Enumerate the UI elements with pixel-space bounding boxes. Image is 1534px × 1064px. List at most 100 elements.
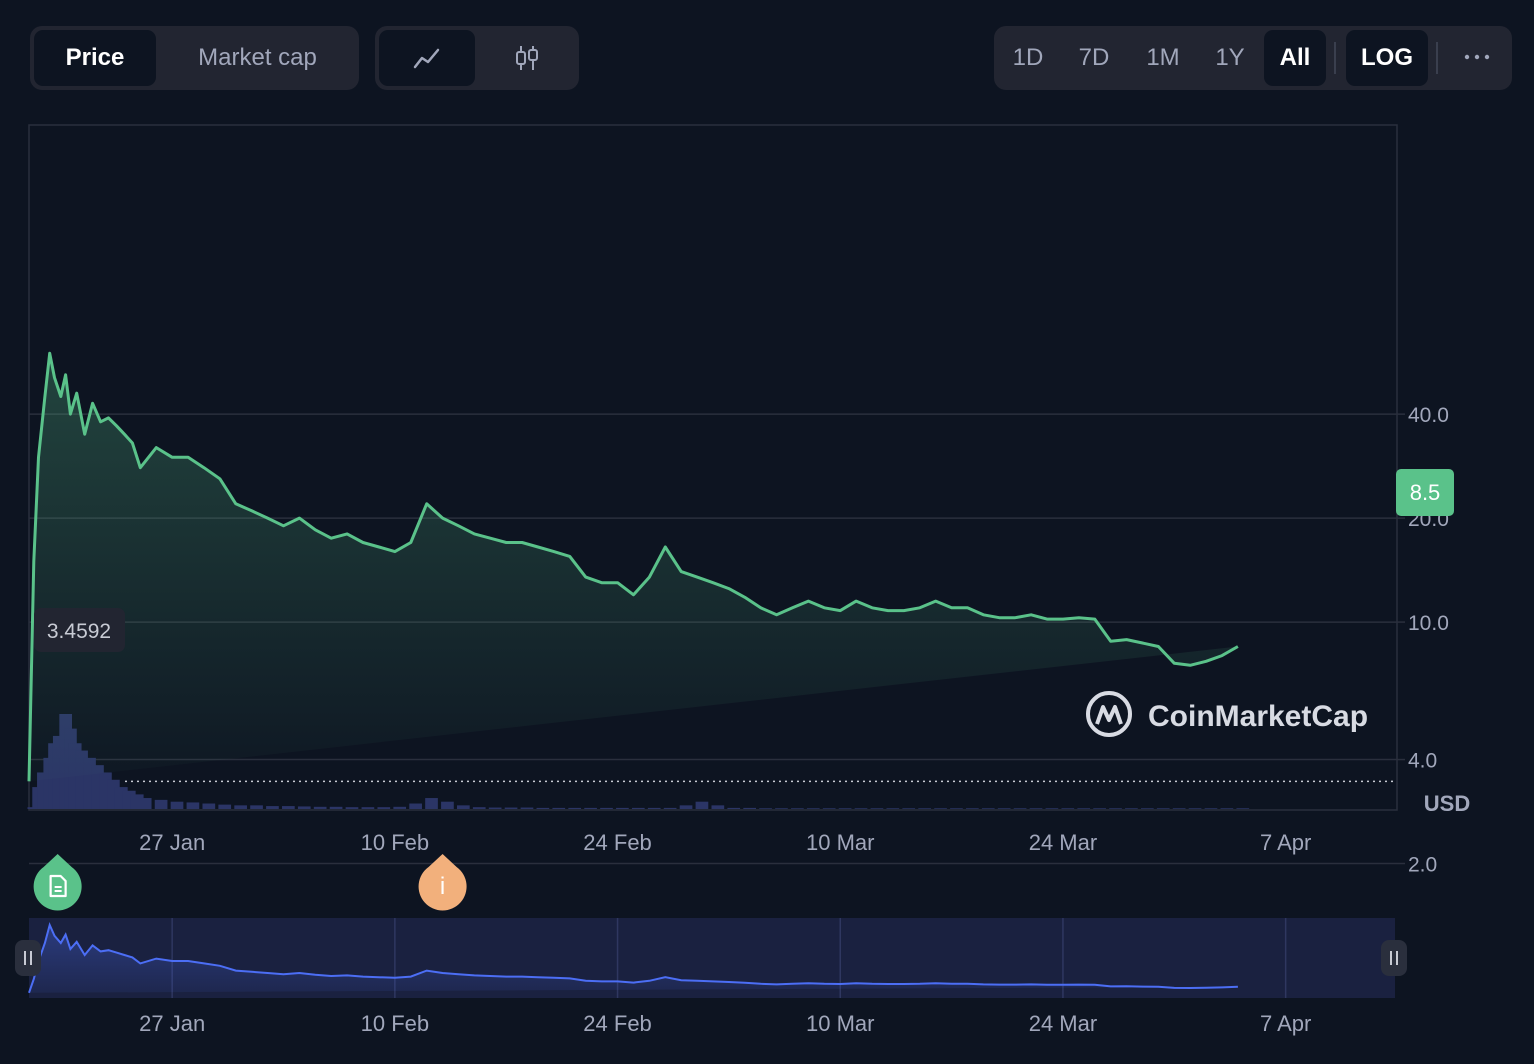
volume-bar [552, 807, 566, 809]
x-tick-label: 7 Apr [1260, 830, 1311, 855]
volume-bar [138, 798, 152, 809]
event-marker-document[interactable] [33, 854, 82, 911]
volume-bar [393, 806, 407, 809]
watermark-text: CoinMarketCap [1148, 700, 1368, 733]
range-1y-button[interactable]: 1Y [1215, 44, 1245, 71]
more-options-button[interactable] [1446, 30, 1508, 86]
volume-bar [1061, 808, 1075, 809]
volume-bar [647, 807, 661, 809]
line-chart-button[interactable] [379, 30, 475, 86]
navigator-x-tick-label: 10 Mar [806, 1011, 874, 1036]
volume-bar [186, 802, 200, 809]
range-1d-button[interactable]: 1D [1012, 44, 1044, 71]
volume-bar [663, 807, 677, 809]
volume-bar [425, 798, 438, 809]
x-axis-ticks: 27 Jan 10 Feb 24 Feb 10 Mar 24 Mar 7 Apr [139, 830, 1311, 855]
volume-bar [488, 807, 502, 809]
plot-frame [28, 124, 1398, 811]
info-icon: i [440, 873, 445, 900]
range-all-button[interactable]: All [1264, 30, 1326, 86]
volume-bar [472, 807, 486, 809]
x-tick-label: 10 Mar [806, 830, 874, 855]
volume-bar [250, 805, 263, 809]
navigator-x-ticks: 27 Jan 10 Feb 24 Feb 10 Mar 24 Mar 7 Apr [139, 1011, 1311, 1036]
line-chart-icon [413, 48, 440, 69]
x-tick-label: 24 Feb [583, 830, 652, 855]
volume-bar [1204, 808, 1218, 809]
volume-bar [870, 808, 884, 809]
volume-bar [297, 806, 311, 809]
volume-bar [727, 807, 741, 809]
navigator-left-handle[interactable] [15, 940, 41, 976]
volume-bar [600, 807, 613, 809]
y-tick-label: 10.0 [1408, 612, 1449, 635]
volume-bar [456, 805, 470, 809]
volume-bar [218, 804, 232, 809]
volume-bar [361, 807, 375, 809]
x-tick-label: 24 Mar [1029, 830, 1097, 855]
y-axis-ticks: 2.04.010.020.040.0 [1408, 404, 1449, 876]
volume-bar [838, 808, 852, 809]
x-tick-label: 10 Feb [361, 830, 430, 855]
tab-market-cap[interactable]: Market cap [198, 44, 317, 71]
volume-bar [902, 808, 916, 809]
volume-bar [154, 799, 168, 809]
volume-bar [1045, 808, 1059, 809]
log-scale-button[interactable]: LOG [1346, 30, 1428, 86]
document-icon [49, 874, 67, 898]
volume-bar [997, 808, 1011, 809]
y-tick-label: 4.0 [1408, 750, 1437, 773]
range-1m-button[interactable]: 1M [1146, 44, 1180, 71]
volume-bar [1236, 808, 1250, 809]
volume-bar [1220, 808, 1234, 809]
volume-bar [568, 807, 582, 809]
volume-bar [266, 806, 279, 809]
toolbar-separator [1436, 42, 1438, 74]
volume-bar [1188, 808, 1202, 809]
volume-bar [1093, 808, 1106, 809]
event-marker-info[interactable]: i [418, 854, 467, 911]
navigator-x-tick-label: 24 Mar [1029, 1011, 1097, 1036]
volume-bar [1013, 808, 1027, 809]
volume-bar [377, 807, 391, 809]
range-toolbar: 1D 7D 1M 1Y All LOG [994, 26, 1512, 90]
metric-toggle: Price Market cap [30, 26, 359, 90]
volume-bar [1077, 808, 1091, 809]
tab-price[interactable]: Price [34, 30, 156, 86]
volume-bar [329, 806, 343, 809]
volume-bar [1125, 808, 1138, 809]
volume-bar [1172, 808, 1186, 809]
navigator-right-handle[interactable] [1381, 940, 1407, 976]
volume-bar [918, 808, 931, 809]
navigator-x-tick-label: 27 Jan [139, 1011, 205, 1036]
volume-bar [282, 806, 295, 809]
coinmarketcap-logo-icon [1086, 691, 1132, 737]
navigator-x-tick-label: 24 Feb [583, 1011, 652, 1036]
volume-bar [711, 805, 725, 809]
navigator-area [29, 925, 1238, 993]
volume-bar [616, 807, 629, 809]
volume-bar [441, 801, 454, 809]
range-7d-button[interactable]: 7D [1078, 44, 1110, 71]
y-tick-label: 40.0 [1408, 404, 1449, 427]
volume-bar [743, 807, 757, 809]
range-navigator[interactable] [15, 918, 1407, 998]
navigator-x-tick-label: 10 Feb [361, 1011, 430, 1036]
volume-bar [791, 808, 804, 809]
navigator-x-tick-label: 7 Apr [1260, 1011, 1311, 1036]
volume-bar [695, 801, 709, 809]
currency-label: USD [1424, 791, 1470, 816]
price-line[interactable] [27, 351, 1239, 782]
volume-bar [631, 807, 645, 809]
y-tick-label: 2.0 [1408, 854, 1437, 877]
volume-bar [886, 808, 900, 809]
more-horizontal-icon [1464, 54, 1490, 60]
candlestick-button[interactable] [479, 30, 575, 86]
volume-bar [202, 803, 216, 809]
volume-bar [759, 808, 772, 809]
coinmarketcap-watermark: CoinMarketCap [1086, 691, 1368, 737]
volume-bar [854, 808, 868, 809]
volume-bar [1140, 808, 1154, 809]
volume-bar [536, 807, 550, 809]
